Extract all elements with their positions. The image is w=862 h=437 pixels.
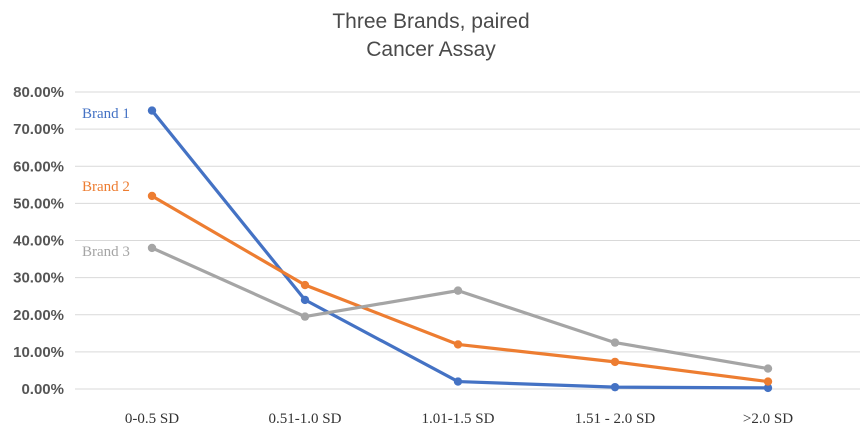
data-point [453,286,463,295]
series-label: Brand 3 [82,244,130,260]
x-tick-label: 0.51-1.0 SD [269,411,342,427]
x-tick-label: 1.51 - 2.0 SD [575,411,656,427]
y-tick-label: 10.00% [13,344,64,361]
gridlines [75,91,860,390]
series-lines [147,106,773,393]
chart-title-line-1: Three Brands, paired [332,10,529,33]
data-point [763,377,773,386]
y-tick-label: 20.00% [13,307,64,324]
series-1 [147,106,773,393]
data-point [610,382,620,392]
y-axis-ticks: 0.00% 10.00% 20.00% 30.00% 40.00% 50.00% 60.00… [13,84,64,398]
chart-title-line-2: Cancer Assay [366,38,496,61]
data-point [610,338,620,347]
data-point [610,357,620,367]
series-label: Brand 1 [82,106,130,122]
data-point [300,312,310,321]
series-2 [147,191,773,386]
y-tick-label: 50.00% [13,195,64,212]
x-tick-label: 1.01-1.5 SD [422,411,495,427]
x-tick-label: 0-0.5 SD [125,411,179,427]
data-point [300,295,310,305]
y-tick-label: 30.00% [13,270,64,287]
y-tick-label: 60.00% [13,158,64,175]
series-line [150,246,770,371]
data-point [300,280,310,290]
data-point [763,383,773,393]
x-tick-label: >2.0 SD [743,411,793,427]
data-point [147,243,157,253]
x-axis-ticks: 0-0.5 SD 0.51-1.0 SD 1.01-1.5 SD 1.51 - 2.0… [125,411,793,427]
data-point [453,340,463,349]
series-labels: Brand 1 Brand 2 Brand 3 [82,106,130,260]
y-tick-label: 80.00% [13,84,64,101]
series-3 [147,243,773,373]
y-tick-label: 70.00% [13,121,64,138]
y-tick-label: 0.00% [21,381,64,398]
data-point [147,106,157,115]
series-label: Brand 2 [82,179,130,195]
data-point [147,191,157,201]
data-point [763,364,773,373]
data-point [453,377,463,386]
y-tick-label: 40.00% [13,233,64,250]
